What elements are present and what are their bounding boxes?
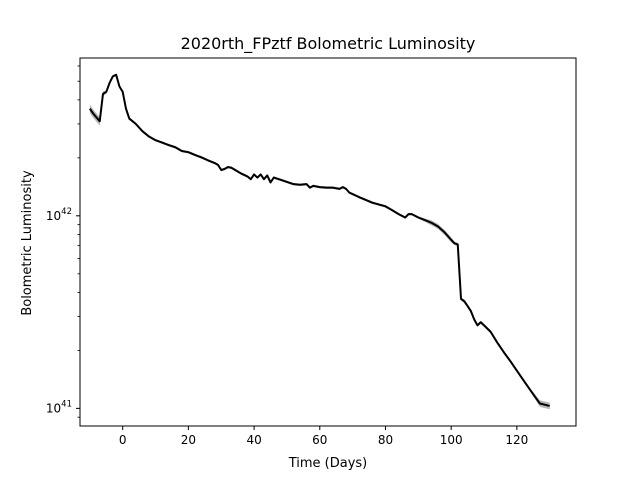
y-axis-label: Bolometric Luminosity [20,170,35,316]
x-tick-label: 120 [505,433,528,447]
y-tick-label: 1041 [46,399,72,415]
x-tick-label: 80 [378,433,393,447]
x-tick-label: 60 [312,433,327,447]
plot-area: 0 20 40 60 80 100 120 1041 1042 [46,57,577,447]
x-tick-label: 0 [119,433,127,447]
x-axis-label: Time (Days) [288,456,368,471]
plot-frame [79,57,577,427]
chart-title: 2020rth_FPztf Bolometric Luminosity [181,34,476,54]
uncertainty-band [89,73,550,410]
x-tick-label: 40 [246,433,261,447]
y-tick-label: 1042 [46,207,72,223]
luminosity-line [89,73,550,407]
x-tick-label: 20 [181,433,196,447]
x-tick-label: 100 [440,433,463,447]
